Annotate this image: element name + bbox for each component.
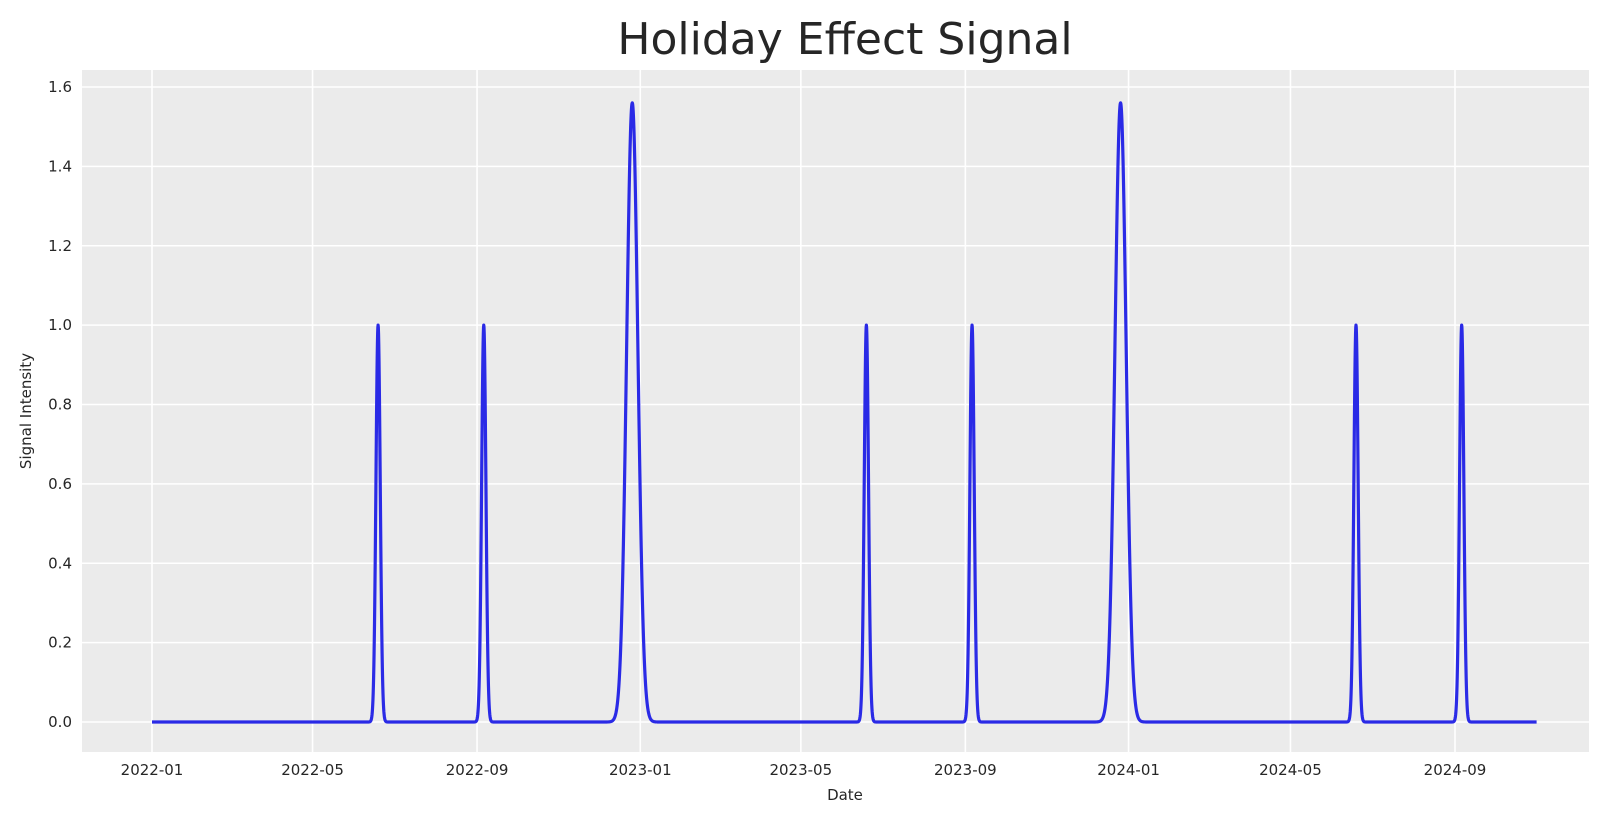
y-tick-label: 0.6 <box>48 475 72 493</box>
x-tick-label: 2023-09 <box>934 761 997 779</box>
y-tick-label: 0.8 <box>48 396 72 414</box>
x-tick-label: 2022-05 <box>281 761 344 779</box>
x-tick-label: 2024-09 <box>1424 761 1487 779</box>
x-tick-label: 2022-09 <box>446 761 509 779</box>
x-tick-label: 2024-01 <box>1097 761 1160 779</box>
x-tick-label: 2022-01 <box>121 761 184 779</box>
chart-title: Holiday Effect Signal <box>617 14 1072 65</box>
y-tick-label: 0.4 <box>48 554 72 572</box>
y-axis-label: Signal Intensity <box>17 353 35 469</box>
y-tick-label: 1.2 <box>48 237 72 255</box>
y-tick-label: 1.4 <box>48 157 72 175</box>
x-tick-label: 2024-05 <box>1259 761 1322 779</box>
x-axis-label: Date <box>827 786 863 804</box>
y-tick-label: 1.6 <box>48 78 72 96</box>
x-tick-label: 2023-05 <box>769 761 832 779</box>
y-tick-label: 0.2 <box>48 634 72 652</box>
plot-background <box>82 70 1589 752</box>
series-line <box>150 101 1538 724</box>
y-tick-labels: 0.0 0.2 0.4 0.6 0.8 1.0 1.2 1.4 1.6 <box>48 78 72 731</box>
x-tick-label: 2023-01 <box>609 761 672 779</box>
y-tick-label: 0.0 <box>48 713 72 731</box>
y-tick-label: 1.0 <box>48 316 72 334</box>
x-tick-labels: 2022-01 2022-05 2022-09 2023-01 2023-05 2023-… <box>121 761 1487 779</box>
